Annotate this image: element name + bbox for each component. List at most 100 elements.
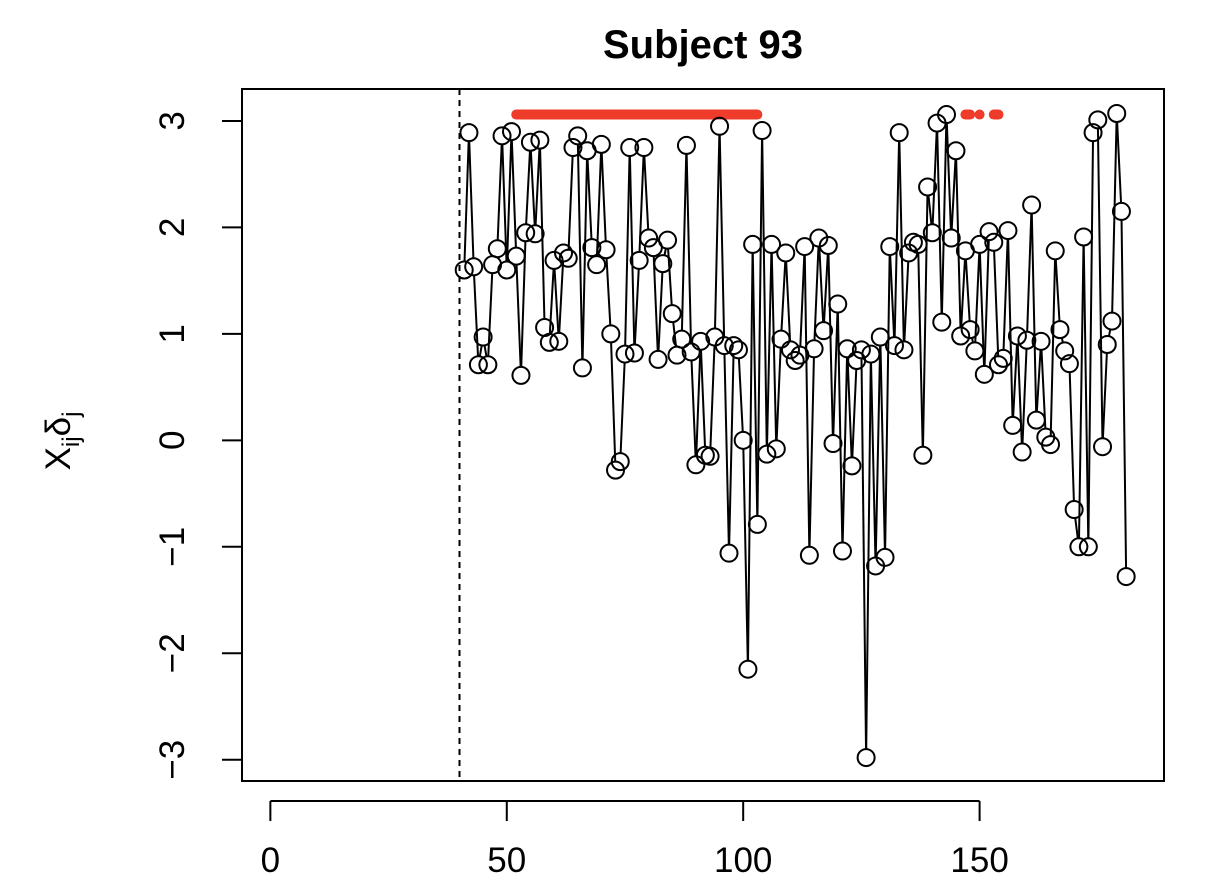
series-line-segment [803, 255, 811, 547]
data-point [459, 123, 479, 143]
series-line-segment [610, 342, 617, 462]
series-line-segment [785, 261, 792, 341]
data-point [558, 248, 578, 268]
data-point [804, 339, 824, 359]
data-point [1045, 241, 1065, 261]
data-point [747, 514, 767, 534]
data-point [1003, 415, 1023, 435]
data-point [686, 455, 706, 475]
series-line-segment [558, 261, 565, 333]
series-line-segment [553, 269, 560, 333]
series-line-segment [605, 258, 612, 325]
series-line-segment [496, 144, 503, 240]
data-point [1116, 567, 1136, 587]
data-point [587, 255, 607, 275]
data-point [1093, 437, 1113, 457]
data-point [563, 138, 583, 158]
data-point [785, 350, 805, 370]
data-point [468, 355, 488, 375]
series-line-segment [643, 156, 650, 230]
data-point [1064, 500, 1084, 520]
series-line-segment [1120, 220, 1128, 568]
data-point [554, 243, 574, 263]
series-line-segment [1116, 122, 1123, 203]
y-label-mid: δ [39, 417, 78, 436]
series-line-segment [624, 156, 631, 346]
series-line-segment [761, 139, 768, 446]
series-line-segment [567, 156, 574, 250]
series-line-segment [889, 255, 896, 337]
series-line-segment [893, 141, 901, 337]
series-line-segment [695, 350, 702, 456]
data-point [837, 339, 857, 359]
series-line-segment [1054, 259, 1061, 321]
series-line-segment [1060, 338, 1064, 343]
data-point [710, 116, 730, 136]
series-line-segment [960, 259, 966, 328]
data-point [502, 122, 522, 142]
data-point [795, 237, 815, 257]
series-line-segment [534, 149, 541, 225]
series-line-segment [1082, 245, 1090, 538]
data-point [610, 452, 630, 472]
series-line-segment [1030, 214, 1038, 412]
data-point [582, 238, 602, 258]
data-point [951, 326, 971, 346]
y-label-sub2: j [58, 412, 85, 418]
data-point [634, 138, 654, 158]
data-point [823, 434, 843, 454]
data-point [497, 260, 517, 280]
data-point [989, 355, 1009, 375]
series-line-segment [813, 246, 820, 340]
data-point [539, 332, 559, 352]
data-point [672, 329, 692, 349]
y-axis: −3 −2 −1 0 1 2 3 [153, 111, 242, 780]
data-point [549, 331, 569, 351]
series-line-segment [1040, 350, 1047, 429]
x-tick-label: 150 [950, 841, 1008, 880]
data-point [870, 327, 890, 347]
data-point [506, 246, 526, 266]
data-point [889, 123, 909, 143]
series-line-segment [1002, 239, 1009, 350]
data-point [572, 358, 592, 378]
series-line-segment [775, 348, 782, 440]
data-point [1050, 320, 1070, 340]
series-line-segment [718, 135, 726, 337]
data-point [653, 254, 673, 274]
series-line-segment [971, 338, 974, 343]
series-line-segment [690, 360, 697, 456]
series-line-segment [1012, 344, 1018, 417]
series-line-segment [747, 253, 754, 661]
data-point [974, 364, 994, 384]
series-line-segment [478, 345, 483, 357]
series-line-segment [766, 253, 773, 446]
series-line-segment [742, 449, 749, 661]
series-line-segment [501, 144, 508, 262]
data-point [762, 234, 782, 254]
series-line-segment [657, 272, 664, 351]
series-line-segment [1096, 128, 1104, 438]
data-point [454, 260, 474, 280]
series-line-segment [780, 261, 787, 331]
series-line-segment [964, 259, 971, 321]
series-line-segment [945, 123, 952, 230]
data-point [615, 344, 635, 364]
data-point [591, 134, 611, 154]
series-line-segment [619, 363, 626, 453]
series-line-segment [751, 253, 759, 516]
data-point [516, 223, 536, 243]
data-point [880, 237, 900, 257]
series-line-segment [525, 151, 531, 224]
data-point [691, 331, 711, 351]
series-line-segment [846, 357, 853, 457]
data-point [520, 132, 540, 152]
data-point [1012, 442, 1032, 462]
series-line-segment [1087, 141, 1094, 538]
series-line-segment [515, 265, 522, 367]
data-point [658, 230, 678, 250]
data-point [492, 126, 512, 146]
data-point [757, 444, 777, 464]
series-line-segment [974, 253, 981, 342]
data-point [629, 250, 649, 270]
